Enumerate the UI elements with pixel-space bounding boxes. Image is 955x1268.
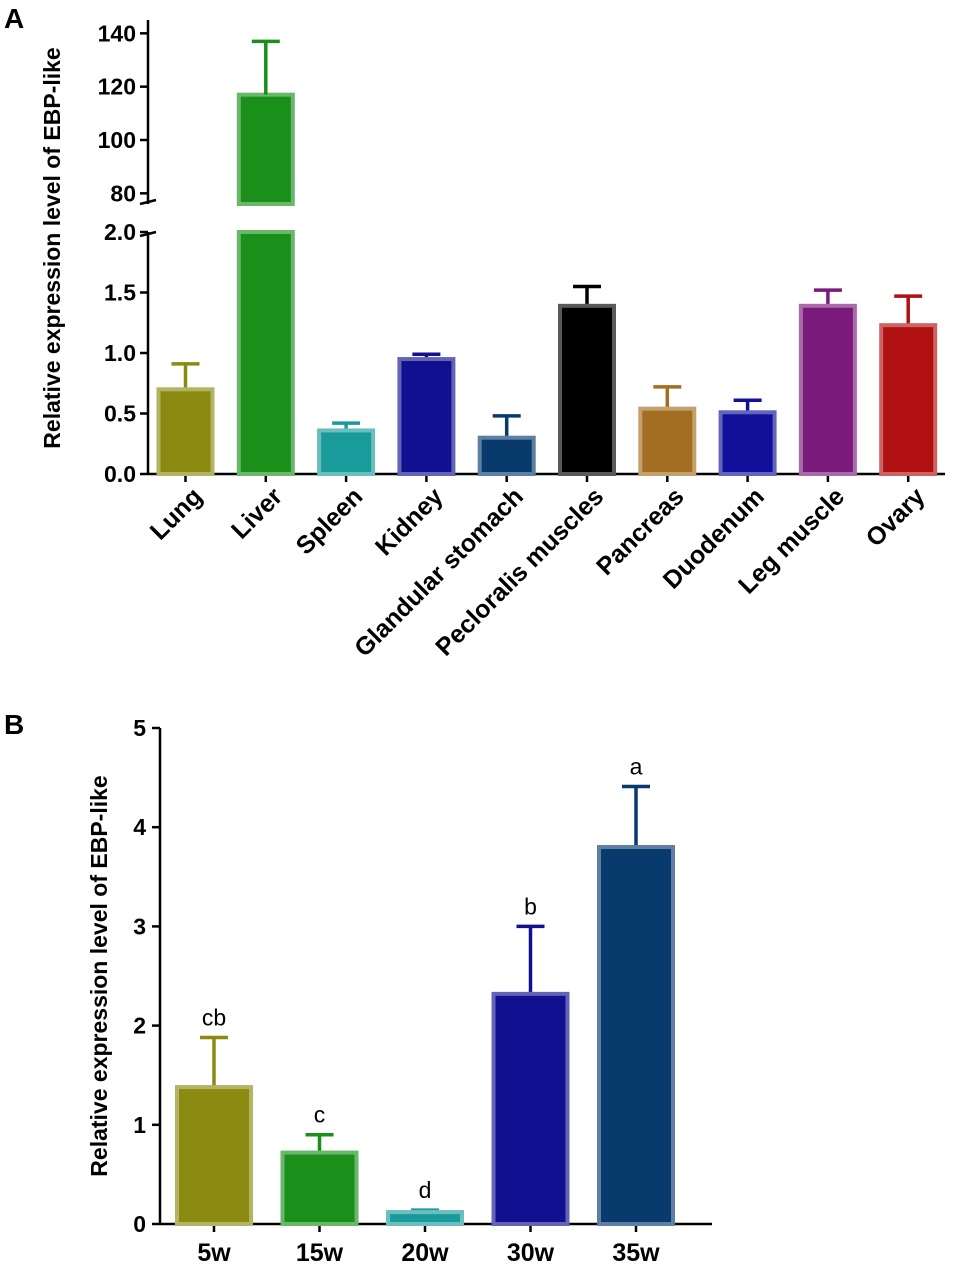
bar-spleen [317,428,376,477]
significance-label-30w: b [524,893,537,919]
category-label-30w: 30w [507,1239,555,1267]
category-label-20w: 20w [401,1239,449,1267]
error-bar-duodenum [733,398,762,413]
error-bar-pancreas [653,385,682,409]
error-bar-glandular-stomach [492,414,521,438]
panel-a-ytick-label: 1.0 [104,340,136,366]
category-label-ovary: Ovary [861,482,931,552]
panel-a-ytick-label: 1.5 [104,280,136,306]
panel-a-ytick-label: 120 [98,74,136,100]
significance-label-5w: cb [202,1005,226,1031]
panel-b-ylabel: Relative expression level of EBP-like [86,775,112,1176]
significance-label-35w: a [630,754,643,780]
panel-a-axes: 0.0 0.5 1.0 1.5 2.0 80 100 120 140 [98,20,945,487]
panel-b: B Relative expression level of EBP-like … [4,709,712,1267]
panel-b-letter: B [4,709,24,740]
error-bar-lung [171,362,200,390]
panel-b-ytick-label: 1 [133,1112,146,1138]
panel-a-ytick-label: 0.0 [104,461,136,487]
error-bar-liver [251,39,280,95]
panel-b-ytick-label: 5 [133,715,146,741]
panel-a-ytick-label: 100 [98,127,136,153]
panel-a-break-mark-upper [139,198,157,206]
error-bar-ovary [894,294,923,326]
category-label-kidney: Kidney [370,482,449,561]
error-bar-5w [200,1035,228,1088]
panel-a: A Relative expression level of EBP-like … [4,3,945,662]
panel-a-break-mark-lower [139,230,157,238]
category-label-35w: 35w [612,1239,660,1267]
category-label-15w: 15w [296,1239,344,1267]
bar-ovary [879,323,938,477]
significance-label-15w: c [314,1102,326,1128]
panel-b-ytick-label: 2 [133,1013,146,1039]
bar-liver-lower [236,230,295,476]
bar-pecloralis-muscles [558,303,616,476]
panel-a-ytick-label: 140 [98,20,136,46]
category-label-liver: Liver [226,482,288,544]
panel-a-ylabel: Relative expression level of EBP-like [39,47,65,448]
error-bar-35w [622,784,650,848]
error-bar-leg-muscle [813,288,842,306]
panel-b-bars: cb c d b a [175,754,675,1227]
category-label-lung: Lung [145,482,208,545]
error-bar-pecloralis-muscles [573,284,601,306]
bar-liver-upper [236,92,295,206]
error-bar-30w [516,924,545,994]
error-bar-15w [305,1132,334,1153]
panel-a-ytick-label: 2.0 [104,219,136,245]
category-label-5w: 5w [197,1239,231,1267]
bar-lung [156,387,215,476]
category-label-spleen: Spleen [291,482,369,560]
panel-b-category-labels: 5w 15w 20w 30w 35w [197,1239,660,1267]
significance-label-20w: d [419,1177,432,1203]
bar-glandular-stomach [477,435,536,477]
panel-a-letter: A [4,3,24,34]
bar-leg-muscle [798,303,857,476]
bar-35w [597,845,675,1226]
bar-20w [386,1210,464,1226]
panel-b-ytick-label: 3 [133,913,146,939]
bar-5w [175,1085,253,1226]
bar-kidney [397,357,456,476]
bar-pancreas [638,406,697,476]
bar-30w [491,991,570,1227]
panel-a-ytick-label: 80 [110,180,136,206]
panel-b-ytick-label: 4 [133,814,146,840]
panel-b-ytick-label: 0 [133,1211,146,1237]
panel-a-bars [156,39,938,477]
panel-a-ytick-label: 0.5 [104,401,136,427]
bar-duodenum [718,410,777,477]
bar-15w [280,1150,359,1227]
